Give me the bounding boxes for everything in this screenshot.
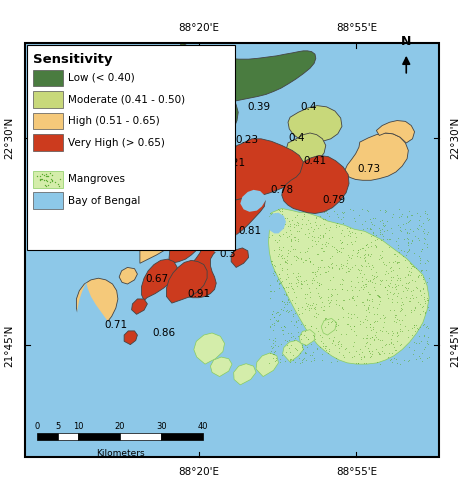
Polygon shape <box>139 223 171 264</box>
Text: 10: 10 <box>73 422 83 431</box>
Bar <box>33 192 63 209</box>
Text: 0.91: 0.91 <box>187 288 210 298</box>
Text: Bay of Bengal: Bay of Bengal <box>68 196 140 206</box>
Text: 0.41: 0.41 <box>303 156 326 166</box>
Text: 0.78: 0.78 <box>269 185 293 195</box>
Text: High (0.51 - 0.65): High (0.51 - 0.65) <box>68 116 160 126</box>
Text: 0.22: 0.22 <box>191 178 214 188</box>
Text: 30: 30 <box>156 422 166 431</box>
Text: 88°20'E: 88°20'E <box>178 24 219 34</box>
Polygon shape <box>156 92 238 240</box>
Text: Sensitivity: Sensitivity <box>33 53 112 66</box>
Text: Moderate (0.41 - 0.50): Moderate (0.41 - 0.50) <box>68 94 185 104</box>
Polygon shape <box>210 357 232 376</box>
Polygon shape <box>76 278 118 335</box>
Polygon shape <box>199 130 216 143</box>
Polygon shape <box>124 331 137 344</box>
Bar <box>78 432 120 440</box>
Text: Very High (> 0.65): Very High (> 0.65) <box>68 138 165 147</box>
Text: 21°45'N: 21°45'N <box>4 324 14 366</box>
Text: 0.23: 0.23 <box>234 135 257 145</box>
Polygon shape <box>344 133 407 180</box>
Bar <box>120 432 161 440</box>
Text: 0.28: 0.28 <box>210 90 233 100</box>
Polygon shape <box>299 330 314 345</box>
Bar <box>33 134 63 151</box>
Text: 0.4: 0.4 <box>288 133 304 143</box>
Polygon shape <box>281 156 348 214</box>
Text: 88°55'E: 88°55'E <box>335 466 376 476</box>
Polygon shape <box>210 139 303 202</box>
Text: 0: 0 <box>34 422 39 431</box>
Polygon shape <box>268 208 428 364</box>
Text: 0.67: 0.67 <box>145 274 169 284</box>
Bar <box>33 112 63 130</box>
Text: 0.29: 0.29 <box>206 204 230 214</box>
Polygon shape <box>194 333 224 364</box>
Polygon shape <box>166 260 206 303</box>
Polygon shape <box>179 196 265 298</box>
Text: N: N <box>400 35 411 48</box>
Polygon shape <box>178 170 202 192</box>
Text: 0.31: 0.31 <box>175 220 198 230</box>
Polygon shape <box>282 340 303 362</box>
Text: 0.73: 0.73 <box>357 164 380 174</box>
Text: 0.4: 0.4 <box>300 102 316 112</box>
Bar <box>33 70 63 86</box>
Text: 22°30'N: 22°30'N <box>449 117 459 159</box>
Bar <box>37 432 57 440</box>
Text: 40: 40 <box>197 422 208 431</box>
Polygon shape <box>209 225 237 255</box>
Polygon shape <box>240 190 265 212</box>
Polygon shape <box>288 106 341 142</box>
Text: 0.39: 0.39 <box>247 102 270 112</box>
Polygon shape <box>320 318 336 335</box>
Polygon shape <box>141 259 177 300</box>
Polygon shape <box>178 42 315 105</box>
Text: Low (< 0.40): Low (< 0.40) <box>68 73 135 83</box>
Text: 0.21: 0.21 <box>222 158 245 168</box>
Text: 5: 5 <box>55 422 60 431</box>
Polygon shape <box>233 364 256 385</box>
Text: 21°45'N: 21°45'N <box>449 324 459 366</box>
Polygon shape <box>188 218 218 240</box>
Text: 88°20'E: 88°20'E <box>178 466 219 476</box>
Bar <box>33 171 63 188</box>
Polygon shape <box>119 268 137 284</box>
Text: 0.86: 0.86 <box>152 328 175 338</box>
Text: 0.71: 0.71 <box>104 320 127 330</box>
Polygon shape <box>267 212 285 234</box>
Polygon shape <box>285 133 325 166</box>
Text: 0.3: 0.3 <box>219 249 236 259</box>
Text: 88°55'E: 88°55'E <box>335 24 376 34</box>
Polygon shape <box>256 353 278 376</box>
Polygon shape <box>375 120 413 143</box>
Polygon shape <box>131 299 147 314</box>
Polygon shape <box>231 248 248 268</box>
Text: 0.79: 0.79 <box>321 195 344 205</box>
Bar <box>27 44 234 250</box>
Text: 22°30'N: 22°30'N <box>4 117 14 159</box>
Text: 20: 20 <box>114 422 125 431</box>
Bar <box>33 91 63 108</box>
Text: Mangroves: Mangroves <box>68 174 125 184</box>
Polygon shape <box>25 200 145 458</box>
Text: Kilometers: Kilometers <box>95 449 144 458</box>
Bar <box>161 432 202 440</box>
Text: 0.81: 0.81 <box>238 226 261 236</box>
Bar <box>57 432 78 440</box>
Polygon shape <box>169 220 205 264</box>
